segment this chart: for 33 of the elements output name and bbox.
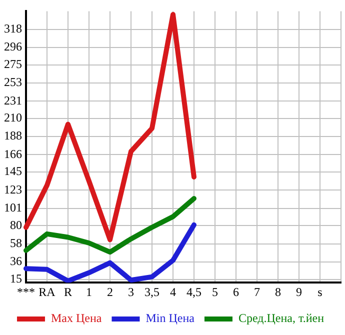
y-tick-label: 101 bbox=[4, 200, 22, 215]
x-tick-label: 2 bbox=[107, 284, 113, 299]
y-tick-label: 15 bbox=[10, 271, 22, 286]
legend-label: Max Цена bbox=[50, 311, 102, 326]
x-tick-label: 1 bbox=[86, 284, 92, 299]
legend-label: Сред.Цена, т.йен bbox=[238, 311, 325, 326]
x-tick-label: 3,5 bbox=[144, 284, 160, 299]
x-tick-label: RA bbox=[38, 284, 56, 299]
y-tick-label: 123 bbox=[4, 182, 22, 196]
x-tick-label: 9 bbox=[296, 284, 302, 299]
y-tick-label: 231 bbox=[4, 93, 22, 108]
x-tick-label: 8 bbox=[275, 284, 281, 299]
x-tick-label: s bbox=[318, 284, 323, 299]
y-tick-label: 275 bbox=[4, 56, 22, 71]
x-tick-label: *** bbox=[17, 284, 35, 299]
x-tick-label: R bbox=[64, 284, 72, 299]
y-tick-label: 318 bbox=[4, 22, 22, 36]
y-tick-label: 188 bbox=[4, 128, 22, 143]
y-tick-label: 253 bbox=[4, 75, 22, 90]
y-tick-label: 210 bbox=[4, 110, 22, 125]
y-tick-label: 80 bbox=[10, 218, 22, 232]
x-tick-label: 6 bbox=[233, 284, 239, 299]
x-tick-label: 7 bbox=[254, 284, 260, 299]
y-tick-label: 296 bbox=[4, 40, 22, 54]
x-tick-label: 4,5 bbox=[186, 284, 202, 299]
x-tick-label: 3 bbox=[128, 284, 134, 299]
legend-label: Min Цена bbox=[146, 311, 196, 326]
y-tick-label: 166 bbox=[4, 146, 22, 161]
x-tick-label: 4 bbox=[170, 284, 176, 299]
y-tick-label: 58 bbox=[10, 236, 22, 250]
x-tick-label: 5 bbox=[212, 284, 218, 299]
y-tick-label: 36 bbox=[10, 254, 22, 268]
y-tick-label: 145 bbox=[4, 164, 22, 178]
